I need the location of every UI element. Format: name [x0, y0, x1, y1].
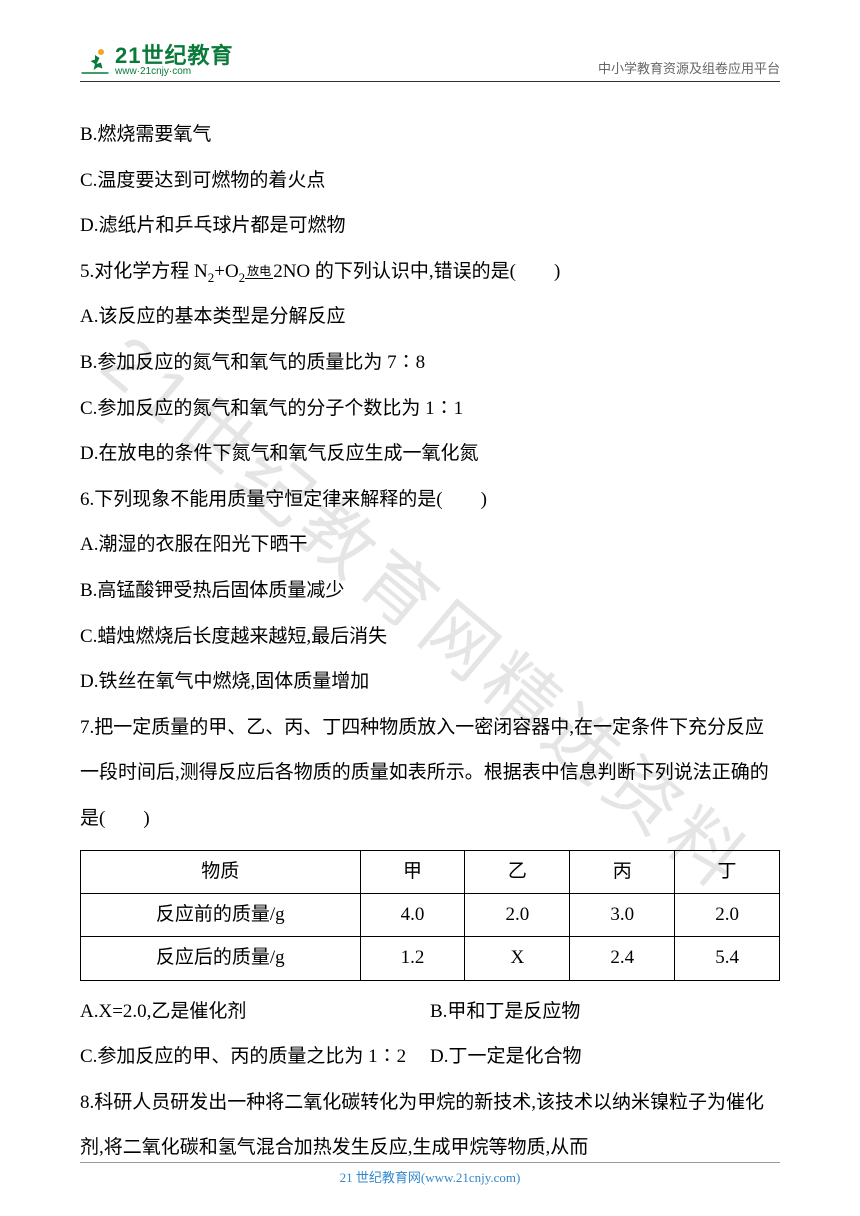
page-header: 21世纪教育 www·21cnjy·com 中小学教育资源及组卷应用平台: [80, 45, 780, 82]
row1-c4: 2.0: [675, 893, 780, 936]
logo-runner-icon: [80, 46, 110, 76]
logo-main-text: 21世纪教育: [115, 45, 233, 67]
row2-c4: 5.4: [675, 937, 780, 980]
logo-url-text: www·21cnjy·com: [115, 67, 233, 77]
row1-label: 反应前的质量/g: [81, 893, 361, 936]
q5-option-a: A.该反应的基本类型是分解反应: [80, 294, 780, 340]
page-footer: 21 世纪教育网(www.21cnjy.com): [80, 1162, 780, 1186]
option-c: C.温度要达到可燃物的着火点: [80, 158, 780, 204]
q5-part-a: 5.对化学方程 N: [80, 261, 208, 282]
q7-option-a: A.X=2.0,乙是催化剂: [80, 989, 430, 1035]
q7-options-row1: A.X=2.0,乙是催化剂 B.甲和丁是反应物: [80, 989, 780, 1035]
question-6: 6.下列现象不能用质量守恒定律来解释的是( ): [80, 477, 780, 523]
q7-option-c: C.参加反应的甲、丙的质量之比为 1∶2: [80, 1034, 430, 1080]
q5-option-b: B.参加反应的氮气和氧气的质量比为 7∶8: [80, 340, 780, 386]
reaction-condition: 放电: [245, 249, 273, 295]
option-d: D.滤纸片和乒乓球片都是可燃物: [80, 203, 780, 249]
question-7: 7.把一定质量的甲、乙、丙、丁四种物质放入一密闭容器中,在一定条件下充分反应一段…: [80, 705, 780, 842]
row1-c2: 2.0: [465, 893, 570, 936]
th-yi: 乙: [465, 850, 570, 893]
q6-option-c: C.蜡烛燃烧后长度越来越短,最后消失: [80, 614, 780, 660]
row2-label: 反应后的质量/g: [81, 937, 361, 980]
q5-part-b: +O: [214, 261, 238, 282]
th-bing: 丙: [570, 850, 675, 893]
q5-option-d: D.在放电的条件下氮气和氧气反应生成一氧化氮: [80, 431, 780, 477]
table-row-before: 反应前的质量/g 4.0 2.0 3.0 2.0: [81, 893, 780, 936]
th-ding: 丁: [675, 850, 780, 893]
q6-option-a: A.潮湿的衣服在阳光下晒干: [80, 522, 780, 568]
q6-option-d: D.铁丝在氧气中燃烧,固体质量增加: [80, 659, 780, 705]
th-substance: 物质: [81, 850, 361, 893]
header-right-text: 中小学教育资源及组卷应用平台: [598, 58, 780, 77]
th-jia: 甲: [360, 850, 465, 893]
question-8: 8.科研人员研发出一种将二氧化碳转化为甲烷的新技术,该技术以纳米镍粒子为催化剂,…: [80, 1080, 780, 1171]
page-container: 21世纪教育 www·21cnjy·com 中小学教育资源及组卷应用平台 21世…: [0, 0, 860, 1216]
condition-label: 放电: [245, 264, 273, 279]
logo-area: 21世纪教育 www·21cnjy·com: [80, 45, 233, 77]
q7-option-d: D.丁一定是化合物: [430, 1034, 780, 1080]
q7-option-b: B.甲和丁是反应物: [430, 989, 780, 1035]
mass-data-table: 物质 甲 乙 丙 丁 反应前的质量/g 4.0 2.0 3.0 2.0 反应后的…: [80, 850, 780, 981]
row2-c3: 2.4: [570, 937, 675, 980]
row2-c2: X: [465, 937, 570, 980]
q7-options-row2: C.参加反应的甲、丙的质量之比为 1∶2 D.丁一定是化合物: [80, 1034, 780, 1080]
option-b: B.燃烧需要氧气: [80, 112, 780, 158]
question-5: 5.对化学方程 N2+O2放电2NO 的下列认识中,错误的是( ): [80, 249, 780, 295]
row2-c1: 1.2: [360, 937, 465, 980]
row1-c1: 4.0: [360, 893, 465, 936]
table-row-after: 反应后的质量/g 1.2 X 2.4 5.4: [81, 937, 780, 980]
q5-option-c: C.参加反应的氮气和氧气的分子个数比为 1∶1: [80, 386, 780, 432]
q6-option-b: B.高锰酸钾受热后固体质量减少: [80, 568, 780, 614]
q5-part-c: 2NO 的下列认识中,错误的是( ): [273, 261, 560, 282]
table-header-row: 物质 甲 乙 丙 丁: [81, 850, 780, 893]
logo-text-group: 21世纪教育 www·21cnjy·com: [115, 45, 233, 77]
content-body: B.燃烧需要氧气 C.温度要达到可燃物的着火点 D.滤纸片和乒乓球片都是可燃物 …: [80, 112, 780, 1171]
row1-c3: 3.0: [570, 893, 675, 936]
